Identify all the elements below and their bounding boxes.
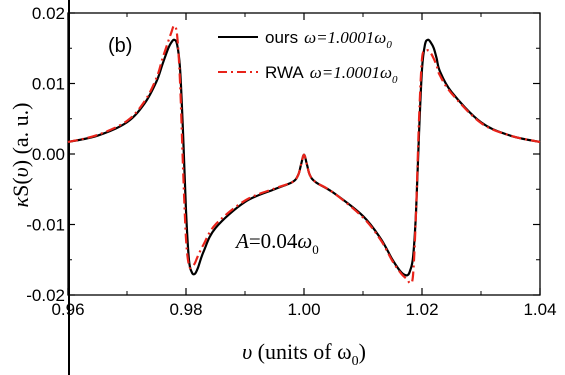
axis-ticks	[67, 12, 541, 296]
series-layer	[67, 24, 541, 285]
y-axis-title: κS(υ) (a. u.)	[8, 103, 33, 208]
x-axis-title: υ (units of ω0)	[242, 339, 366, 369]
tick-labels: 0.96 0.98 1.00 1.02 1.04 -0.02 -0.01 0.00 0.01 0.…	[26, 4, 556, 319]
y-tick-label-4: 0.02	[32, 4, 65, 23]
x-tick-label-2: 1.00	[287, 300, 320, 319]
y-tick-label-2: 0.00	[32, 145, 65, 164]
legend: ours ω=1.0001ω0 RWA ω=1.0001ω0	[218, 28, 398, 86]
x-tick-label-4: 1.04	[523, 300, 556, 319]
legend-label-rwa: RWA ω=1.0001ω0	[265, 63, 398, 86]
x-tick-label-3: 1.02	[405, 300, 438, 319]
y-tick-label-3: 0.01	[32, 75, 65, 94]
y-tick-label-0: -0.02	[26, 286, 65, 305]
annotation-amplitude: A=0.04ω0	[234, 229, 319, 257]
series-line-rwa	[67, 24, 541, 285]
y-tick-label-1: -0.01	[26, 216, 65, 235]
x-tick-label-0: 0.96	[51, 300, 84, 319]
legend-label-ours: ours ω=1.0001ω0	[265, 28, 392, 51]
panel-label: (b)	[108, 35, 132, 57]
x-tick-label-1: 0.98	[169, 300, 202, 319]
